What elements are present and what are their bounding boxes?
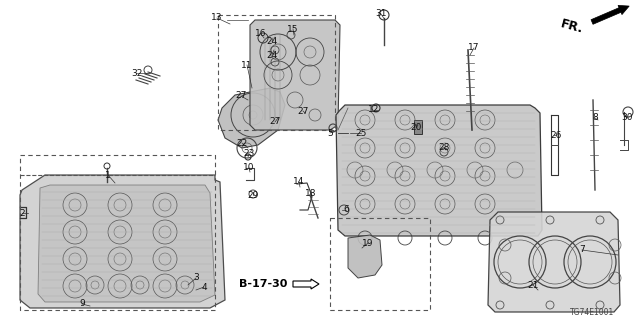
Text: 31: 31 [375,10,387,19]
Text: 32: 32 [131,68,143,77]
Text: 21: 21 [527,281,539,290]
Text: 16: 16 [255,29,267,38]
Text: 20: 20 [410,124,422,132]
Text: TG74E1001: TG74E1001 [570,308,614,317]
Polygon shape [20,175,225,308]
Text: 26: 26 [550,131,562,140]
Polygon shape [38,185,215,302]
Polygon shape [348,235,382,278]
Polygon shape [250,20,340,130]
Bar [414,120,422,134]
Text: 14: 14 [293,178,305,187]
Text: 15: 15 [287,25,299,34]
Text: 5: 5 [327,129,333,138]
Text: 11: 11 [241,60,253,69]
Text: 1: 1 [105,171,111,180]
Text: 10: 10 [243,164,255,172]
Polygon shape [218,88,285,148]
Text: 4: 4 [201,283,207,292]
Text: 28: 28 [438,143,450,153]
Text: B-17-30: B-17-30 [239,279,287,289]
Text: 27: 27 [269,117,281,126]
Text: 25: 25 [355,129,367,138]
Text: 3: 3 [193,274,199,283]
Polygon shape [336,105,542,236]
Text: 30: 30 [621,114,633,123]
Text: 27: 27 [298,107,308,116]
Text: 2: 2 [19,209,25,218]
Text: 27: 27 [236,92,246,100]
Text: 7: 7 [579,245,585,254]
Text: 24: 24 [266,51,278,60]
Text: 22: 22 [236,139,248,148]
Text: 24: 24 [266,37,278,46]
Text: 9: 9 [79,300,85,308]
FancyArrow shape [591,5,629,24]
Text: 18: 18 [305,188,317,197]
Text: 12: 12 [368,106,380,115]
Text: 19: 19 [362,238,374,247]
Polygon shape [488,212,620,312]
Text: 13: 13 [211,13,223,22]
Text: 6: 6 [343,205,349,214]
Text: 23: 23 [243,149,255,158]
Text: 17: 17 [468,44,480,52]
FancyArrow shape [293,279,319,289]
Text: 8: 8 [592,114,598,123]
Text: 29: 29 [247,190,259,199]
Text: FR.: FR. [559,18,585,36]
